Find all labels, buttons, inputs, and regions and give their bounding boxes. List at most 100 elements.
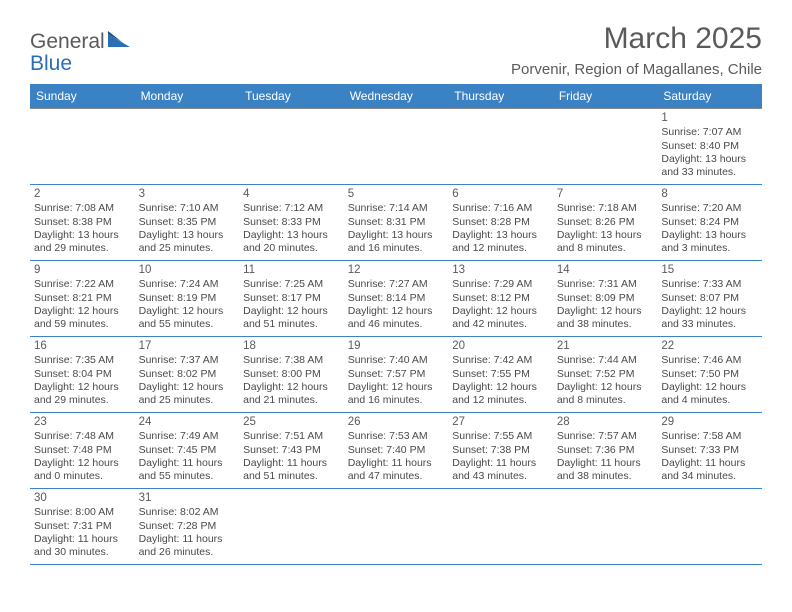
- sunset-line: Sunset: 8:00 PM: [243, 368, 340, 381]
- logo-text-2: Blue: [30, 52, 72, 76]
- week-row: 16Sunrise: 7:35 AMSunset: 8:04 PMDayligh…: [30, 337, 762, 413]
- logo: General: [30, 22, 132, 54]
- sunset-line: Sunset: 7:38 PM: [452, 444, 549, 457]
- day-cell: 30Sunrise: 8:00 AMSunset: 7:31 PMDayligh…: [30, 489, 135, 565]
- daylight-line-2: and 16 minutes.: [348, 394, 445, 407]
- sunrise-line: Sunrise: 7:33 AM: [661, 278, 758, 291]
- day-number: 8: [661, 187, 758, 201]
- day-number: 4: [243, 187, 340, 201]
- day-number: 26: [348, 415, 445, 429]
- sunrise-line: Sunrise: 7:48 AM: [34, 430, 131, 443]
- daylight-line-1: Daylight: 12 hours: [661, 381, 758, 394]
- daylight-line-2: and 55 minutes.: [139, 470, 236, 483]
- day-number: 27: [452, 415, 549, 429]
- sunrise-line: Sunrise: 8:02 AM: [139, 506, 236, 519]
- daylight-line-2: and 29 minutes.: [34, 242, 131, 255]
- day-cell: 8Sunrise: 7:20 AMSunset: 8:24 PMDaylight…: [657, 185, 762, 261]
- daylight-line-1: Daylight: 13 hours: [661, 153, 758, 166]
- week-row: 1Sunrise: 7:07 AMSunset: 8:40 PMDaylight…: [30, 109, 762, 185]
- daylight-line-2: and 42 minutes.: [452, 318, 549, 331]
- day-cell: 3Sunrise: 7:10 AMSunset: 8:35 PMDaylight…: [135, 185, 240, 261]
- day-cell: 15Sunrise: 7:33 AMSunset: 8:07 PMDayligh…: [657, 261, 762, 337]
- sunset-line: Sunset: 8:33 PM: [243, 216, 340, 229]
- day-number: 19: [348, 339, 445, 353]
- daylight-line-2: and 8 minutes.: [557, 242, 654, 255]
- daylight-line-1: Daylight: 13 hours: [661, 229, 758, 242]
- sunset-line: Sunset: 8:09 PM: [557, 292, 654, 305]
- day-cell: 17Sunrise: 7:37 AMSunset: 8:02 PMDayligh…: [135, 337, 240, 413]
- sunrise-line: Sunrise: 7:18 AM: [557, 202, 654, 215]
- daylight-line-2: and 21 minutes.: [243, 394, 340, 407]
- daylight-line-2: and 33 minutes.: [661, 318, 758, 331]
- day-header: Wednesday: [344, 84, 449, 109]
- calendar-page: General March 2025 Porvenir, Region of M…: [0, 0, 792, 612]
- daylight-line-1: Daylight: 12 hours: [34, 457, 131, 470]
- sunrise-line: Sunrise: 7:35 AM: [34, 354, 131, 367]
- daylight-line-1: Daylight: 13 hours: [139, 229, 236, 242]
- daylight-line-1: Daylight: 11 hours: [348, 457, 445, 470]
- sunrise-line: Sunrise: 7:31 AM: [557, 278, 654, 291]
- sunset-line: Sunset: 8:21 PM: [34, 292, 131, 305]
- week-row: 23Sunrise: 7:48 AMSunset: 7:48 PMDayligh…: [30, 413, 762, 489]
- sunset-line: Sunset: 7:28 PM: [139, 520, 236, 533]
- day-number: 11: [243, 263, 340, 277]
- day-cell: 27Sunrise: 7:55 AMSunset: 7:38 PMDayligh…: [448, 413, 553, 489]
- day-cell: 16Sunrise: 7:35 AMSunset: 8:04 PMDayligh…: [30, 337, 135, 413]
- day-number: 29: [661, 415, 758, 429]
- title-block: March 2025 Porvenir, Region of Magallane…: [511, 22, 762, 78]
- day-cell: 11Sunrise: 7:25 AMSunset: 8:17 PMDayligh…: [239, 261, 344, 337]
- daylight-line-1: Daylight: 12 hours: [557, 305, 654, 318]
- day-cell: [239, 109, 344, 185]
- day-header: Tuesday: [239, 84, 344, 109]
- daylight-line-1: Daylight: 11 hours: [557, 457, 654, 470]
- day-cell: 31Sunrise: 8:02 AMSunset: 7:28 PMDayligh…: [135, 489, 240, 565]
- daylight-line-2: and 51 minutes.: [243, 318, 340, 331]
- sunrise-line: Sunrise: 8:00 AM: [34, 506, 131, 519]
- sunset-line: Sunset: 8:40 PM: [661, 140, 758, 153]
- sunrise-line: Sunrise: 7:16 AM: [452, 202, 549, 215]
- day-cell: [657, 489, 762, 565]
- daylight-line-2: and 8 minutes.: [557, 394, 654, 407]
- daylight-line-2: and 43 minutes.: [452, 470, 549, 483]
- day-cell: 4Sunrise: 7:12 AMSunset: 8:33 PMDaylight…: [239, 185, 344, 261]
- calendar-table: SundayMondayTuesdayWednesdayThursdayFrid…: [30, 84, 762, 565]
- day-number: 28: [557, 415, 654, 429]
- sunset-line: Sunset: 8:02 PM: [139, 368, 236, 381]
- sunset-line: Sunset: 8:38 PM: [34, 216, 131, 229]
- daylight-line-1: Daylight: 12 hours: [557, 381, 654, 394]
- day-number: 5: [348, 187, 445, 201]
- day-header: Monday: [135, 84, 240, 109]
- sunset-line: Sunset: 7:50 PM: [661, 368, 758, 381]
- week-row: 30Sunrise: 8:00 AMSunset: 7:31 PMDayligh…: [30, 489, 762, 565]
- sunrise-line: Sunrise: 7:58 AM: [661, 430, 758, 443]
- logo-text-1: General: [30, 30, 105, 54]
- day-cell: 1Sunrise: 7:07 AMSunset: 8:40 PMDaylight…: [657, 109, 762, 185]
- sunrise-line: Sunrise: 7:20 AM: [661, 202, 758, 215]
- daylight-line-1: Daylight: 11 hours: [139, 457, 236, 470]
- sunset-line: Sunset: 8:12 PM: [452, 292, 549, 305]
- sunrise-line: Sunrise: 7:27 AM: [348, 278, 445, 291]
- sunset-line: Sunset: 8:07 PM: [661, 292, 758, 305]
- day-cell: 10Sunrise: 7:24 AMSunset: 8:19 PMDayligh…: [135, 261, 240, 337]
- day-cell: 18Sunrise: 7:38 AMSunset: 8:00 PMDayligh…: [239, 337, 344, 413]
- sunset-line: Sunset: 7:52 PM: [557, 368, 654, 381]
- sunset-line: Sunset: 8:28 PM: [452, 216, 549, 229]
- daylight-line-2: and 59 minutes.: [34, 318, 131, 331]
- daylight-line-1: Daylight: 12 hours: [139, 305, 236, 318]
- day-number: 12: [348, 263, 445, 277]
- sunrise-line: Sunrise: 7:08 AM: [34, 202, 131, 215]
- day-number: 13: [452, 263, 549, 277]
- sunrise-line: Sunrise: 7:25 AM: [243, 278, 340, 291]
- day-cell: 24Sunrise: 7:49 AMSunset: 7:45 PMDayligh…: [135, 413, 240, 489]
- day-number: 24: [139, 415, 236, 429]
- sunset-line: Sunset: 7:36 PM: [557, 444, 654, 457]
- daylight-line-1: Daylight: 13 hours: [243, 229, 340, 242]
- day-cell: [239, 489, 344, 565]
- day-cell: 28Sunrise: 7:57 AMSunset: 7:36 PMDayligh…: [553, 413, 658, 489]
- day-cell: 29Sunrise: 7:58 AMSunset: 7:33 PMDayligh…: [657, 413, 762, 489]
- day-number: 16: [34, 339, 131, 353]
- sunset-line: Sunset: 7:48 PM: [34, 444, 131, 457]
- sunrise-line: Sunrise: 7:53 AM: [348, 430, 445, 443]
- day-cell: 13Sunrise: 7:29 AMSunset: 8:12 PMDayligh…: [448, 261, 553, 337]
- sunrise-line: Sunrise: 7:14 AM: [348, 202, 445, 215]
